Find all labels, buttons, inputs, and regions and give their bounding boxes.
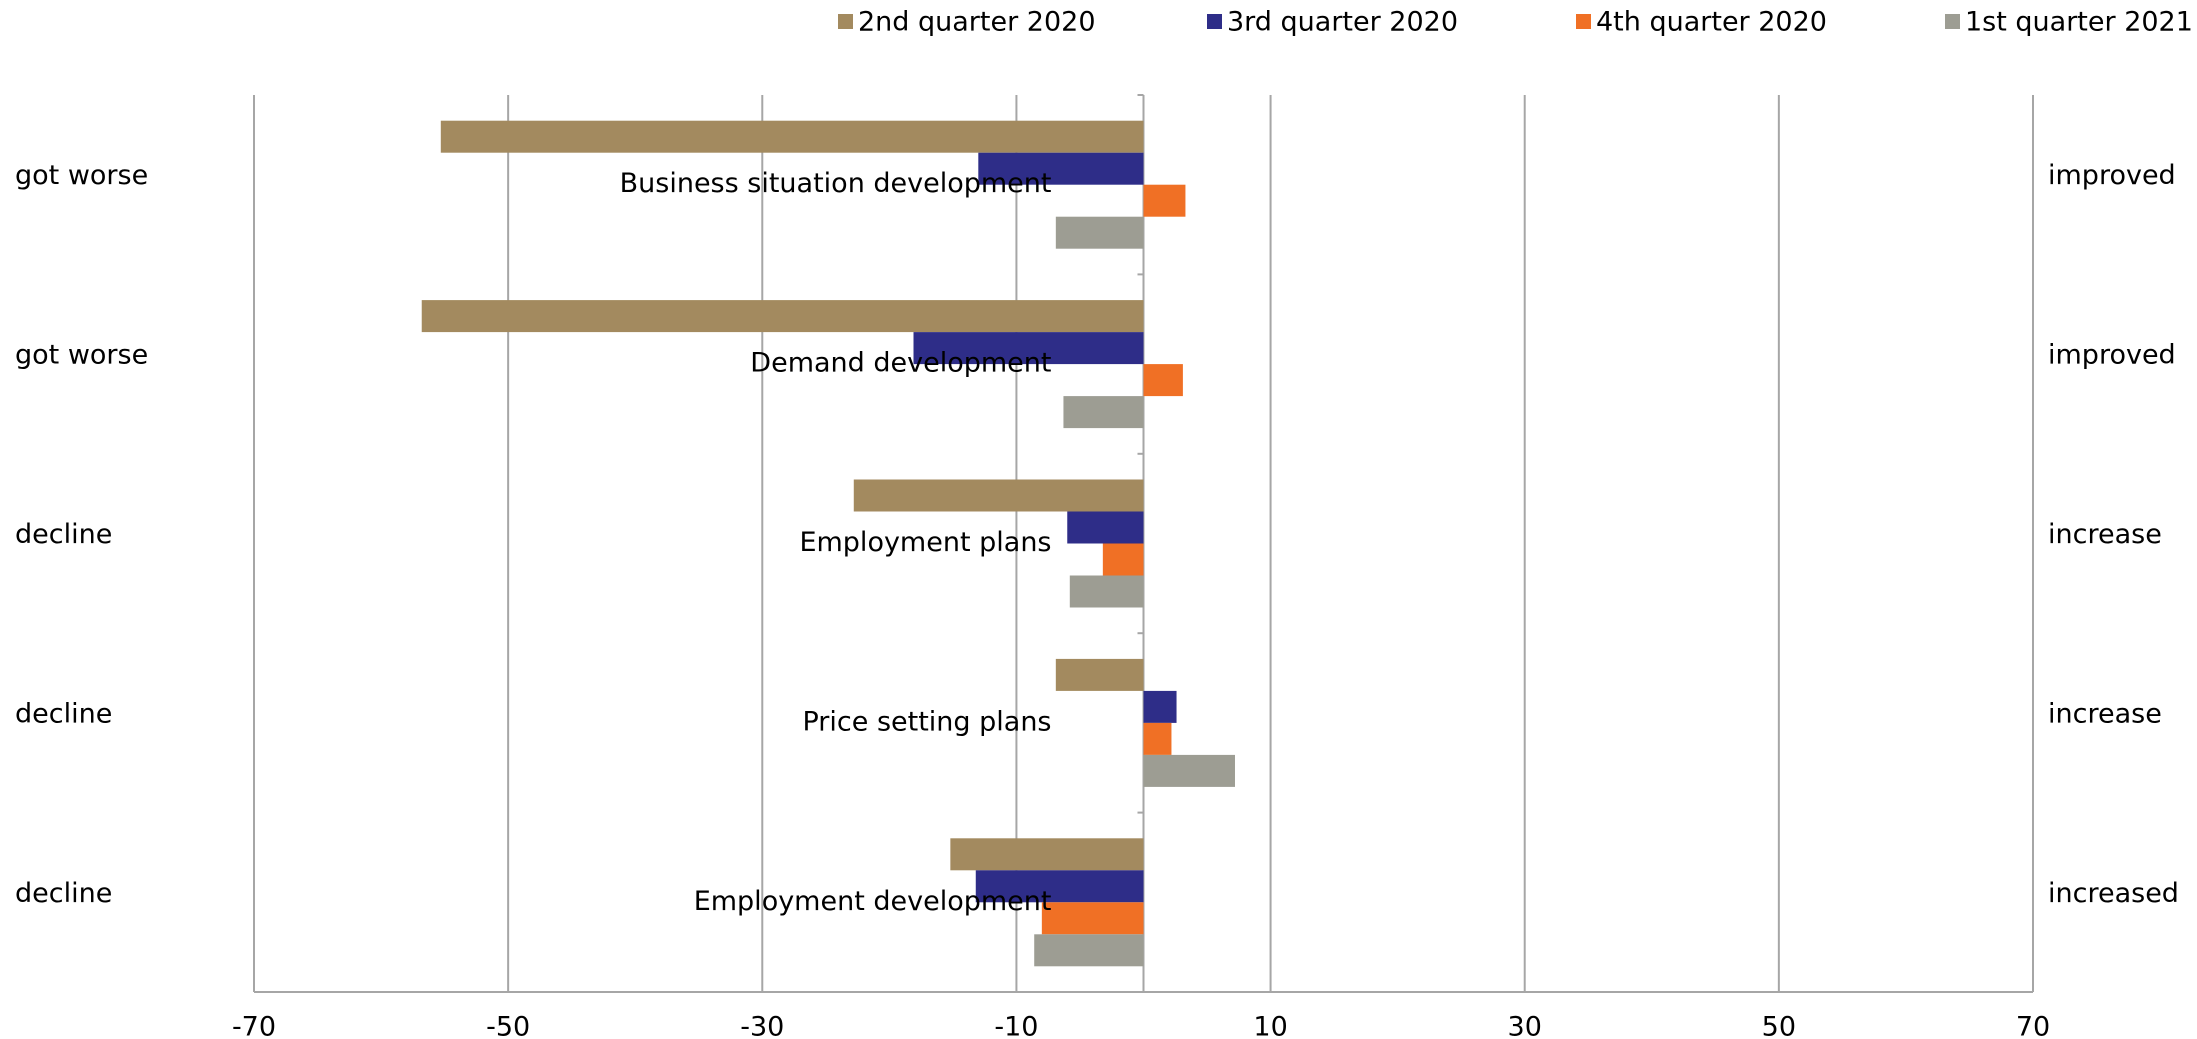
bar: [1143, 364, 1183, 397]
bar: [1143, 690, 1177, 723]
bar: [853, 479, 1144, 512]
bar: [421, 300, 1144, 333]
bar: [1034, 934, 1144, 967]
x-tick-label: 50: [1762, 1012, 1796, 1039]
bar: [1102, 543, 1144, 576]
bar: [913, 332, 1144, 365]
x-tick-label: 30: [1508, 1012, 1542, 1039]
category-label: Business situation development: [620, 168, 1052, 199]
legend-swatch: [838, 14, 853, 29]
left-label: got worse: [15, 160, 148, 191]
bar: [1063, 396, 1144, 429]
legend-swatch: [1576, 14, 1591, 29]
bar: [1143, 754, 1235, 787]
bar: [1069, 575, 1144, 608]
bar: [1055, 658, 1144, 691]
legend-label: 2nd quarter 2020: [858, 7, 1096, 38]
right-label: increase: [2048, 698, 2162, 729]
category-label: Demand development: [750, 348, 1051, 379]
legend-label: 4th quarter 2020: [1596, 7, 1827, 38]
x-tick-label: -30: [740, 1012, 784, 1039]
bar: [1067, 511, 1144, 544]
legend-label: 1st quarter 2021: [1965, 7, 2193, 38]
category-label: Employment plans: [799, 527, 1051, 558]
legend-swatch: [1945, 14, 1960, 29]
right-label: increased: [2048, 878, 2179, 909]
bar: [950, 838, 1144, 871]
left-label: decline: [15, 698, 112, 729]
bar: [978, 152, 1144, 185]
right-label: improved: [2048, 160, 2176, 191]
bar: [1041, 902, 1144, 935]
right-label: increase: [2048, 519, 2162, 550]
x-tick-label: 10: [1253, 1012, 1287, 1039]
bar: [440, 120, 1144, 153]
x-tick-label: -50: [486, 1012, 530, 1039]
category-label: Employment development: [694, 886, 1052, 917]
x-tick-label: -70: [232, 1012, 276, 1039]
x-tick-label: -10: [994, 1012, 1038, 1039]
legend-swatch: [1207, 14, 1222, 29]
left-label: decline: [15, 878, 112, 909]
bar: [1143, 722, 1172, 755]
legend-label: 3rd quarter 2020: [1227, 7, 1458, 38]
category-label: Price setting plans: [803, 706, 1052, 737]
left-label: decline: [15, 519, 112, 550]
bar: [1143, 184, 1186, 217]
x-tick-label: 70: [2016, 1012, 2050, 1039]
bar: [1055, 216, 1144, 249]
bar: [975, 870, 1144, 903]
left-label: got worse: [15, 340, 148, 371]
right-label: improved: [2048, 340, 2176, 371]
